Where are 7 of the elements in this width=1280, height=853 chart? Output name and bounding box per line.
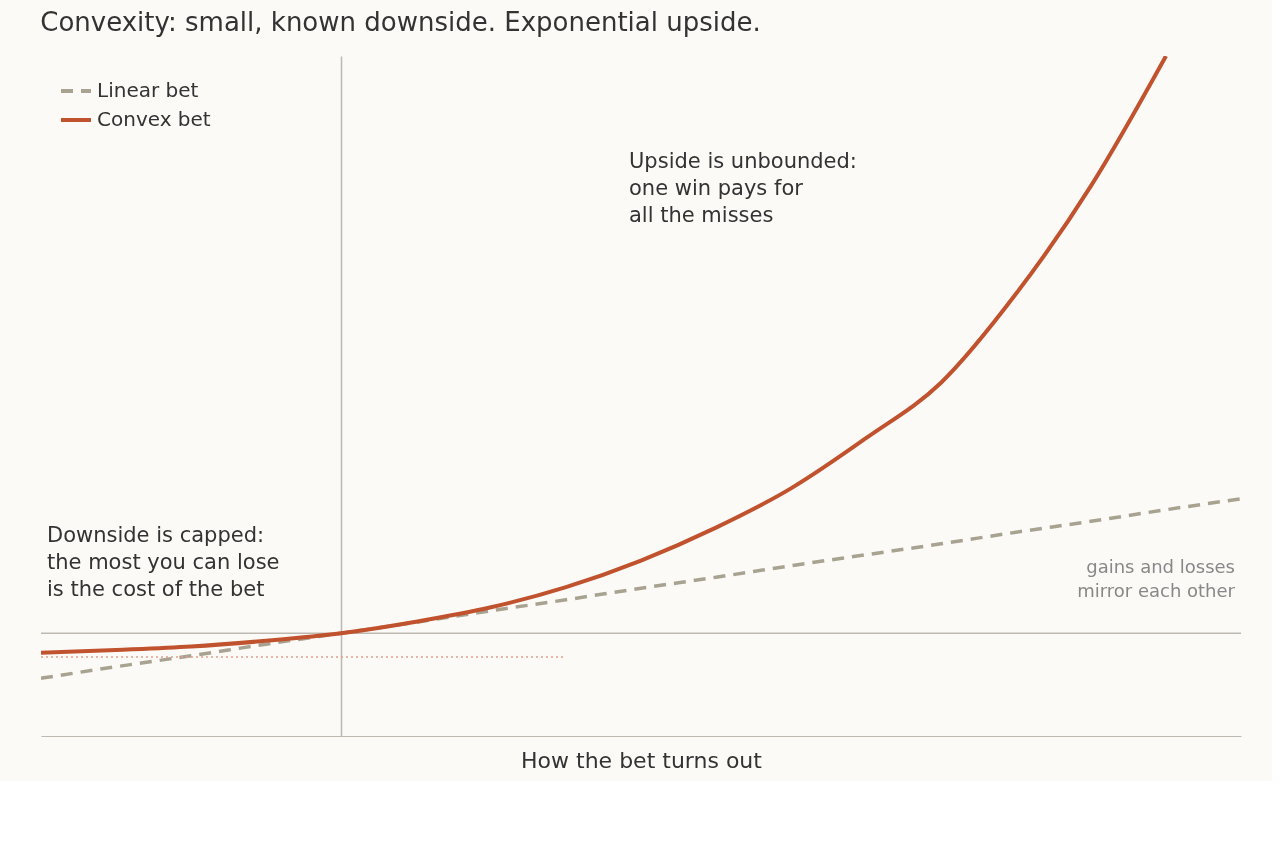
annotation: gains and losses mirror each other [1077,556,1236,602]
annotation: Downside is capped: the most you can lose is the cost of the bet [47,523,280,602]
legend-label: Convex bet [97,107,211,131]
x-axis-title: How the bet turns out [521,747,763,773]
legend-label: Linear bet [97,78,199,102]
chart-title: Convexity: small, known downside. Exponential upside. [40,7,761,37]
annotation: Upside is unbounded: one win pays for all the misses [629,149,857,228]
